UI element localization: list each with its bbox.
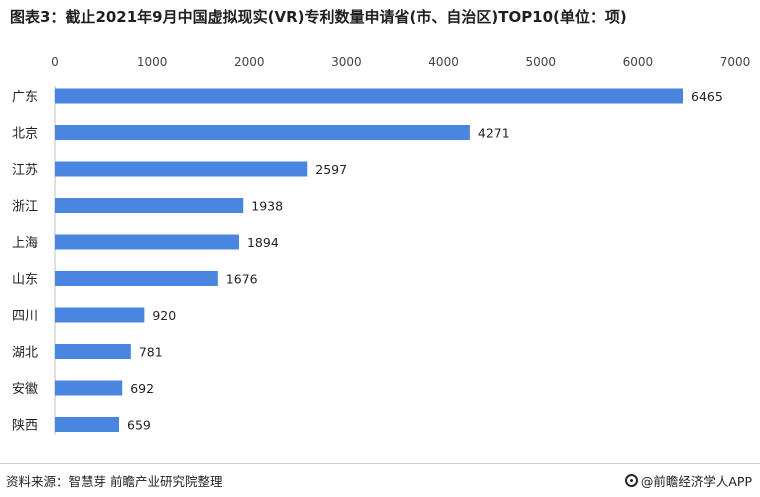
x-tick-label: 2000 [234, 55, 265, 69]
brand-credit: @前瞻经济学人APP [624, 471, 752, 490]
bar [55, 307, 145, 323]
bar-chart: 0 1000 2000 3000 4000 5000 6000 7000 广东 6465 北京 427… [12, 55, 751, 435]
data-label: 4271 [478, 126, 510, 141]
category-label: 四川 [12, 309, 38, 324]
bar [55, 125, 470, 140]
data-label: 920 [152, 308, 176, 323]
category-label: 安徽 [12, 382, 38, 397]
bar [55, 344, 131, 359]
x-tick-label: 1000 [137, 55, 168, 69]
x-tick-label: 4000 [428, 55, 459, 69]
data-label: 1894 [247, 235, 279, 250]
data-label: 6465 [691, 89, 723, 104]
category-label: 浙江 [12, 200, 38, 215]
bar [55, 417, 120, 432]
bar [55, 380, 123, 396]
category-label: 湖北 [12, 346, 38, 361]
data-label: 1676 [226, 272, 258, 287]
data-label: 2597 [315, 162, 347, 177]
bar [55, 271, 218, 286]
footer: 资料来源：智慧芽 前瞻产业研究院整理 @前瞻经济学人APP [0, 466, 760, 497]
data-label: 1938 [251, 199, 283, 214]
x-tick-label: 5000 [525, 55, 556, 69]
category-label: 北京 [12, 127, 38, 142]
bar [55, 88, 684, 104]
data-label: 692 [130, 381, 154, 396]
category-label: 广东 [12, 90, 38, 105]
x-tick-label: 7000 [720, 55, 751, 69]
category-label: 江苏 [12, 162, 38, 178]
x-tick-label: 3000 [331, 55, 362, 69]
brand-text: @前瞻经济学人APP [640, 474, 752, 489]
x-tick-label: 0 [51, 55, 59, 69]
bar [55, 234, 239, 250]
bar [55, 161, 308, 177]
category-label: 上海 [12, 236, 38, 251]
chart-title: 图表3：截止2021年9月中国虚拟现实(VR)专利数量申请省(市、自治区)TOP… [10, 8, 627, 26]
data-label: 659 [127, 418, 151, 433]
category-label: 山东 [12, 273, 38, 288]
x-tick-label: 6000 [623, 55, 654, 69]
qianzhan-logo-icon [624, 474, 638, 487]
category-label: 陕西 [12, 419, 38, 434]
data-label: 781 [139, 345, 163, 360]
source-note: 资料来源：智慧芽 前瞻产业研究院整理 [6, 474, 223, 489]
bar [55, 198, 244, 213]
footer-divider [0, 463, 760, 464]
